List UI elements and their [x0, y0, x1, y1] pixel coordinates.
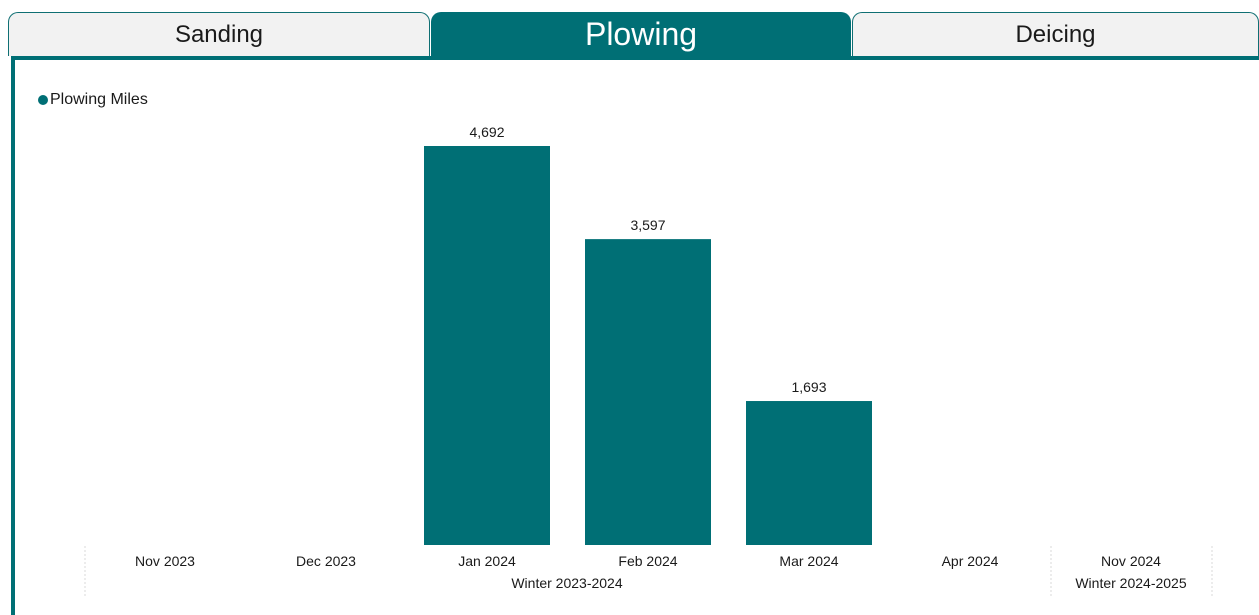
panel-border-left — [11, 56, 15, 615]
tab-deicing[interactable]: Deicing — [852, 12, 1259, 56]
chart-legend[interactable]: Plowing Miles — [38, 91, 148, 109]
x-group-label: Winter 2023-2024 — [511, 575, 623, 591]
data-label: 3,597 — [630, 217, 665, 233]
tab-bar: Sanding Plowing Deicing — [0, 0, 1259, 62]
bar-mar-2024[interactable] — [746, 401, 872, 545]
x-tick-label: Nov 2024 — [1101, 553, 1161, 569]
x-tick-label: Mar 2024 — [779, 553, 838, 569]
x-tick-label: Nov 2023 — [135, 553, 195, 569]
tab-plowing[interactable]: Plowing — [431, 12, 851, 56]
x-group-label: Winter 2024-2025 — [1075, 575, 1187, 591]
tab-sanding[interactable]: Sanding — [8, 12, 430, 56]
x-tick-label: Apr 2024 — [942, 553, 999, 569]
data-label: 1,693 — [791, 379, 826, 395]
x-tick-label: Dec 2023 — [296, 553, 356, 569]
x-tick-label: Feb 2024 — [618, 553, 677, 569]
x-tick-label: Jan 2024 — [458, 553, 516, 569]
legend-marker — [38, 95, 48, 105]
bar-feb-2024[interactable] — [585, 239, 711, 545]
data-label: 4,692 — [469, 124, 504, 140]
bar-jan-2024[interactable] — [424, 146, 550, 545]
legend-label: Plowing Miles — [50, 91, 148, 108]
panel-border-top — [11, 56, 1259, 60]
